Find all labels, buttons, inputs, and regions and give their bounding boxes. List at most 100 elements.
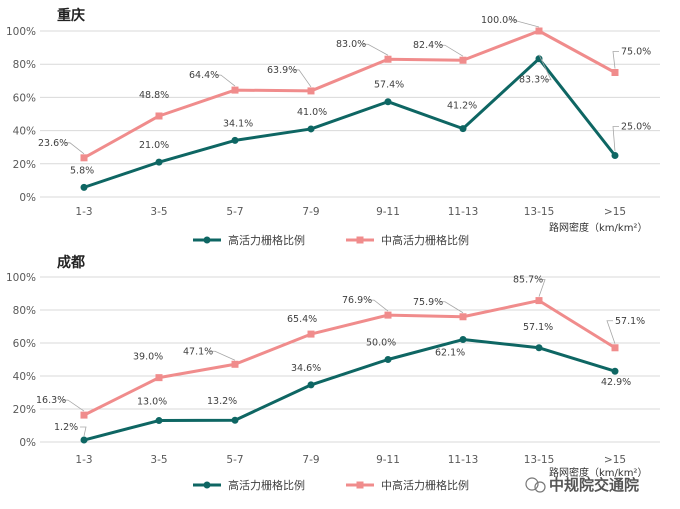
label-leader (368, 299, 389, 312)
data-label: 47.1% (183, 346, 213, 357)
data-point (231, 416, 239, 424)
legend-marker (203, 236, 211, 244)
legend-label: 中高活力栅格比例 (381, 233, 469, 247)
data-label: 1.2% (54, 422, 78, 433)
data-point (155, 417, 163, 425)
label-leader (64, 142, 85, 155)
label-leader (439, 44, 464, 57)
data-point (80, 411, 88, 419)
data-label: 42.9% (601, 377, 631, 388)
data-point (307, 125, 315, 133)
wechat-icon (525, 477, 539, 491)
x-tick-label: 7-9 (302, 454, 319, 466)
x-tick-label: 1-3 (75, 206, 92, 218)
y-tick-label: 40% (13, 126, 36, 138)
series-line-0 (83, 57, 617, 189)
label-leader (62, 399, 85, 412)
data-point (535, 297, 543, 305)
x-axis-label: 路网密度（km/km²） (549, 221, 647, 234)
data-label: 57.1% (615, 316, 645, 327)
y-tick-label: 60% (13, 92, 36, 104)
legend-label: 中高活力栅格比例 (381, 478, 469, 492)
data-label: 39.0% (133, 352, 163, 363)
x-tick-label: 5-7 (226, 454, 243, 466)
data-point (307, 87, 315, 95)
data-label: 5.8% (70, 165, 94, 176)
x-tick-label: 11-13 (448, 454, 479, 466)
data-label: 62.1% (435, 348, 465, 359)
y-tick-label: 0% (19, 437, 36, 449)
x-tick-label: 5-7 (226, 206, 243, 218)
legend-label: 高活力栅格比例 (228, 233, 305, 247)
data-label: 76.9% (342, 295, 372, 306)
x-tick-label: 13-15 (524, 454, 555, 466)
data-point (231, 86, 239, 94)
x-tick-label: 3-5 (150, 454, 167, 466)
y-tick-label: 100% (6, 26, 36, 38)
data-label: 100.0% (481, 15, 517, 26)
label-leader (612, 51, 619, 69)
data-label: 65.4% (287, 314, 317, 325)
label-leader (507, 19, 540, 28)
data-label: 83.3% (519, 75, 549, 86)
legend-marker (356, 236, 364, 244)
label-leader (606, 320, 616, 344)
data-label: 82.4% (413, 40, 443, 51)
data-label: 13.2% (207, 396, 237, 407)
label-leader (538, 54, 552, 81)
data-label: 41.2% (447, 101, 477, 112)
data-point (535, 344, 543, 352)
x-tick-label: >15 (604, 454, 626, 466)
y-tick-label: 40% (13, 371, 36, 383)
label-leader (80, 426, 87, 437)
data-point (611, 344, 619, 352)
series-line-0 (83, 338, 616, 442)
data-point (384, 98, 392, 106)
data-label: 75.9% (413, 297, 443, 308)
data-point (307, 381, 315, 389)
series-line-1 (83, 29, 616, 160)
y-tick-label: 0% (19, 192, 36, 204)
label-leader (362, 43, 389, 56)
data-point (80, 154, 88, 162)
data-label: 41.0% (297, 107, 327, 118)
data-label: 57.4% (374, 80, 404, 91)
data-label: 50.0% (366, 338, 396, 349)
data-point (611, 69, 619, 76)
data-label: 48.8% (139, 90, 169, 101)
y-tick-label: 20% (13, 159, 36, 171)
data-point (231, 360, 239, 368)
label-leader (612, 126, 619, 152)
x-tick-label: 9-11 (376, 454, 400, 466)
data-label: 63.9% (267, 65, 297, 76)
data-point (231, 136, 239, 144)
data-label: 13.0% (137, 397, 167, 408)
legend-label: 高活力栅格比例 (228, 478, 305, 492)
data-point (80, 183, 88, 191)
data-label: 23.6% (38, 138, 68, 149)
data-point (611, 367, 619, 375)
x-tick-label: 7-9 (302, 206, 319, 218)
label-leader (538, 279, 546, 297)
label-leader (215, 74, 236, 87)
data-point (155, 158, 163, 166)
data-point (384, 311, 392, 319)
data-point (459, 313, 467, 321)
x-tick-label: 3-5 (150, 206, 167, 218)
chart-title: 成都 (57, 254, 85, 271)
chart-title: 重庆 (57, 7, 85, 24)
legend-marker (356, 481, 364, 489)
data-label: 64.4% (189, 70, 219, 81)
y-tick-label: 80% (13, 305, 36, 317)
watermark-text: 中规院交通院 (549, 476, 639, 494)
data-label: 85.7% (513, 275, 543, 286)
label-leader (439, 301, 464, 314)
y-tick-label: 80% (13, 59, 36, 71)
data-label: 75.0% (621, 47, 651, 58)
x-tick-label: 9-11 (376, 206, 400, 218)
data-label: 21.0% (139, 140, 169, 151)
x-tick-label: >15 (604, 206, 626, 218)
data-label: 25.0% (621, 122, 651, 133)
label-leader (209, 350, 236, 361)
